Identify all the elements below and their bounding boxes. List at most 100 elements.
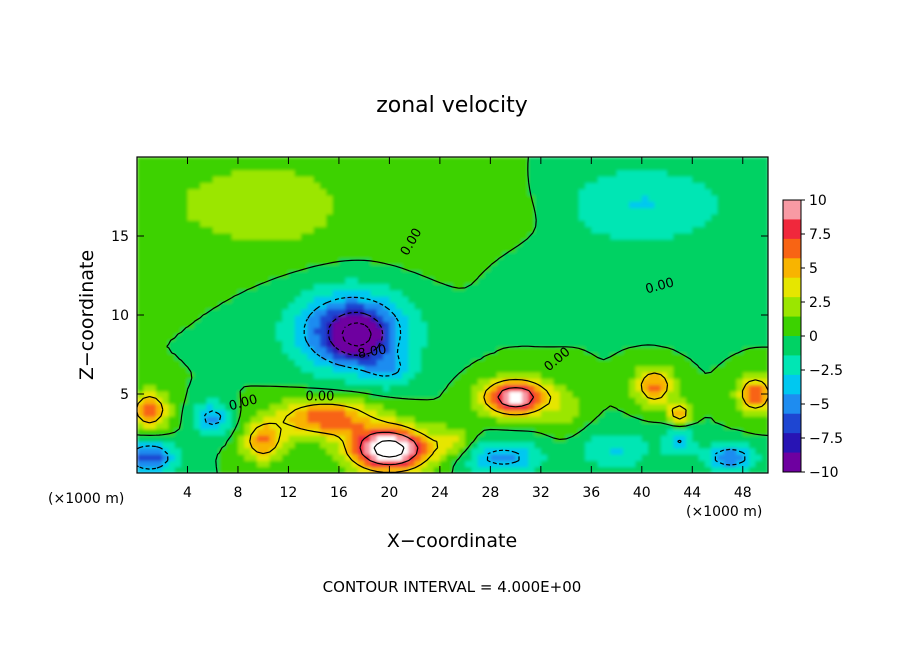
heatmap-cell <box>439 422 447 430</box>
heatmap-cell <box>168 169 176 177</box>
heatmap-cell <box>591 340 599 348</box>
heatmap-cell <box>187 169 195 177</box>
heatmap-cell <box>174 207 182 215</box>
heatmap-cell <box>357 157 365 164</box>
heatmap-cell <box>711 308 719 316</box>
heatmap-cell <box>755 213 763 221</box>
heatmap-cell <box>143 384 151 392</box>
heatmap-cell <box>603 435 611 442</box>
heatmap-cell <box>496 327 504 335</box>
heatmap-cell <box>174 157 182 164</box>
heatmap-cell <box>534 409 542 417</box>
heatmap-cell <box>193 403 201 411</box>
heatmap-cell <box>168 182 176 190</box>
heatmap-cell <box>749 327 756 335</box>
heatmap-cell <box>149 302 157 310</box>
heatmap-cell <box>471 226 479 234</box>
heatmap-cell <box>534 384 542 392</box>
heatmap-cell <box>553 428 561 436</box>
heatmap-cell <box>553 352 561 360</box>
heatmap-cell <box>616 454 624 461</box>
heatmap-cell <box>357 163 365 171</box>
heatmap-cell <box>420 435 428 442</box>
heatmap-cell <box>458 220 466 228</box>
heatmap-cell <box>231 327 239 335</box>
heatmap-cell <box>622 188 630 196</box>
heatmap-cell <box>338 441 346 449</box>
heatmap-cell <box>458 264 466 272</box>
heatmap-cell <box>736 169 744 177</box>
heatmap-cell <box>250 403 258 411</box>
heatmap-cell <box>502 435 510 442</box>
heatmap-cell <box>357 296 365 303</box>
heatmap-cell <box>307 378 315 386</box>
heatmap-cell <box>376 245 384 253</box>
heatmap-cell <box>402 264 409 272</box>
heatmap-cell <box>452 232 460 240</box>
heatmap-cell <box>471 371 479 379</box>
heatmap-cell <box>357 359 365 367</box>
heatmap-cell <box>193 365 201 373</box>
heatmap-cell <box>402 213 409 221</box>
heatmap-cell <box>446 296 454 303</box>
heatmap-cell <box>553 264 561 272</box>
heatmap-cell <box>256 359 264 367</box>
heatmap-cell <box>244 460 252 468</box>
heatmap-cell <box>408 232 416 240</box>
heatmap-cell <box>452 454 460 461</box>
heatmap-cell <box>250 333 258 341</box>
heatmap-cell <box>402 416 409 424</box>
heatmap-cell <box>711 352 719 360</box>
heatmap-cell <box>149 289 157 297</box>
heatmap-cell <box>603 378 611 386</box>
heatmap-cell <box>711 239 719 247</box>
heatmap-cell <box>439 460 447 468</box>
heatmap-cell <box>534 302 542 310</box>
heatmap-cell <box>761 416 768 424</box>
heatmap-cell <box>446 251 454 259</box>
heatmap-cell <box>212 359 220 367</box>
heatmap-cell <box>301 207 308 215</box>
heatmap-cell <box>471 194 479 202</box>
heatmap-cell <box>742 321 750 329</box>
heatmap-cell <box>496 422 504 430</box>
heatmap-cell <box>351 371 359 379</box>
heatmap-cell <box>616 333 624 341</box>
heatmap-cell <box>319 422 327 430</box>
heatmap-cell <box>389 201 397 209</box>
heatmap-cell <box>389 289 397 297</box>
heatmap-cell <box>332 441 340 449</box>
heatmap-cell <box>629 390 637 398</box>
heatmap-cell <box>263 435 271 442</box>
heatmap-cell <box>206 340 214 348</box>
heatmap-cell <box>597 428 605 436</box>
heatmap-cell <box>282 333 290 341</box>
heatmap-cell <box>496 441 504 449</box>
heatmap-cell <box>231 340 239 348</box>
heatmap-cell <box>502 327 510 335</box>
heatmap-cell <box>679 296 687 303</box>
heatmap-cell <box>534 296 542 303</box>
heatmap-cell <box>471 346 479 354</box>
heatmap-cell <box>629 466 637 473</box>
heatmap-cell <box>521 409 529 417</box>
heatmap-cell <box>231 226 239 234</box>
heatmap-cell <box>597 315 605 322</box>
heatmap-cell <box>458 422 466 430</box>
heatmap-cell <box>357 277 365 284</box>
heatmap-cell <box>597 346 605 354</box>
heatmap-cell <box>490 175 498 183</box>
heatmap-cell <box>250 346 258 354</box>
heatmap-cell <box>635 201 643 209</box>
heatmap-cell <box>679 163 687 171</box>
heatmap-cell <box>641 365 649 373</box>
heatmap-cell <box>364 270 372 278</box>
heatmap-cell <box>301 258 308 266</box>
heatmap-cell <box>307 333 315 341</box>
heatmap-cell <box>458 169 466 177</box>
heatmap-cell <box>585 251 592 259</box>
heatmap-cell <box>370 283 378 291</box>
heatmap-cell <box>723 340 731 348</box>
heatmap-cell <box>212 226 220 234</box>
heatmap-cell <box>591 346 599 354</box>
